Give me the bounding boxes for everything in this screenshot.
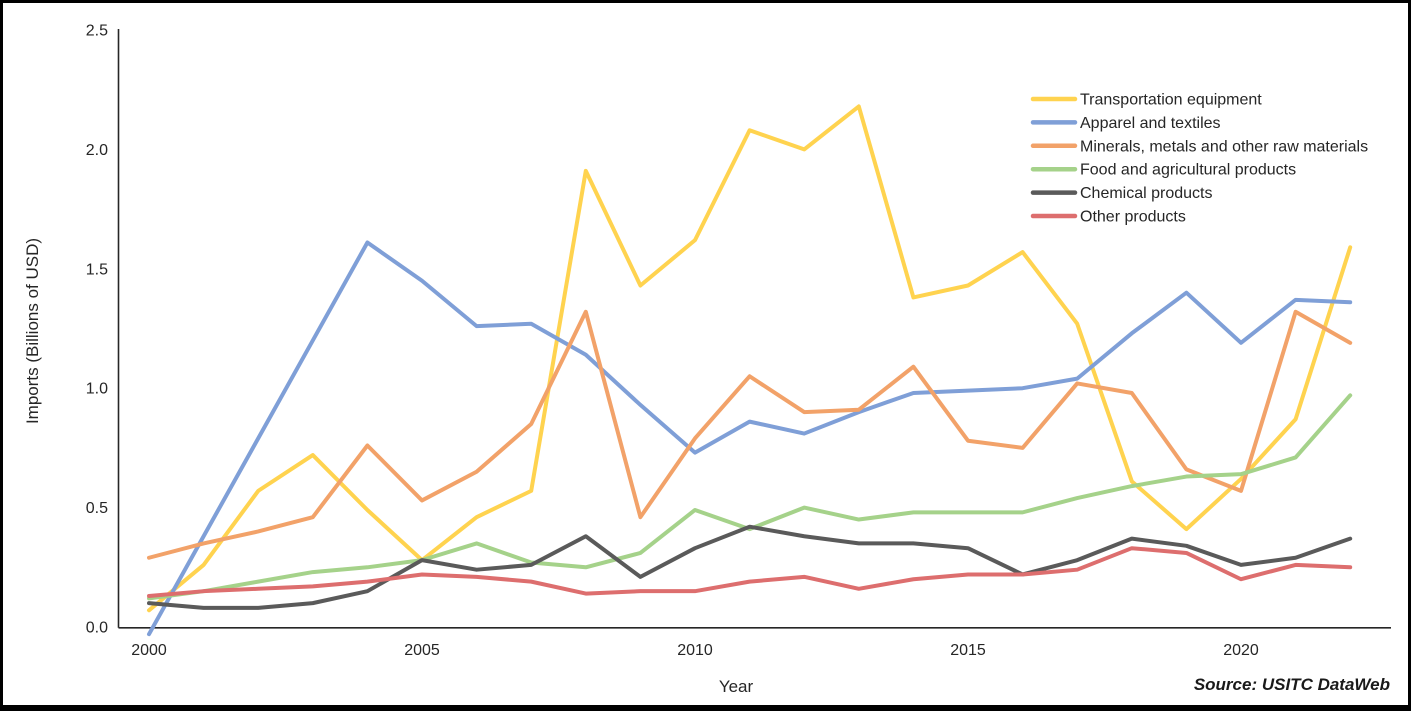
x-tick-label: 2010 bbox=[677, 642, 713, 659]
x-axis-title: Year bbox=[718, 677, 754, 696]
series-line-transportation-equipment bbox=[147, 104, 1353, 613]
legend-label: Food and agricultural products bbox=[1080, 162, 1296, 179]
series-line-chemical-products bbox=[147, 524, 1353, 610]
y-tick-label: 0.5 bbox=[86, 500, 108, 517]
y-axis-title: Imports (Billions of USD) bbox=[23, 237, 42, 425]
y-tick-label: 2.5 bbox=[86, 23, 108, 40]
x-tick-label: 2005 bbox=[404, 642, 440, 659]
y-tick-label: 0.0 bbox=[86, 620, 108, 637]
y-tick-label: 2.0 bbox=[86, 142, 108, 159]
legend-label: Chemical products bbox=[1080, 185, 1213, 202]
y-tick-label: 1.0 bbox=[86, 381, 108, 398]
legend-label: Apparel and textiles bbox=[1080, 115, 1221, 132]
series-line-apparel-and-textiles bbox=[147, 240, 1353, 637]
legend-label: Minerals, metals and other raw materials bbox=[1080, 138, 1368, 155]
series-line-minerals-metals-and-other-raw-materials bbox=[147, 309, 1353, 560]
y-tick-label: 1.5 bbox=[86, 261, 108, 278]
legend-label: Other products bbox=[1080, 209, 1186, 226]
series-line-other-products bbox=[147, 546, 1353, 598]
series-line-food-and-agricultural-products bbox=[147, 393, 1353, 601]
source-note: Source: USITC DataWeb bbox=[1193, 675, 1390, 694]
x-tick-label: 2000 bbox=[131, 642, 167, 659]
line-chart: 0.0 0.5 1.0 1.5 2.0 2.5 2000 2005 2010 2015 2020 Tr… bbox=[86, 23, 1391, 659]
x-tick-label: 2020 bbox=[1223, 642, 1259, 659]
x-tick-label: 2015 bbox=[950, 642, 986, 659]
legend-label: Transportation equipment bbox=[1080, 92, 1262, 109]
